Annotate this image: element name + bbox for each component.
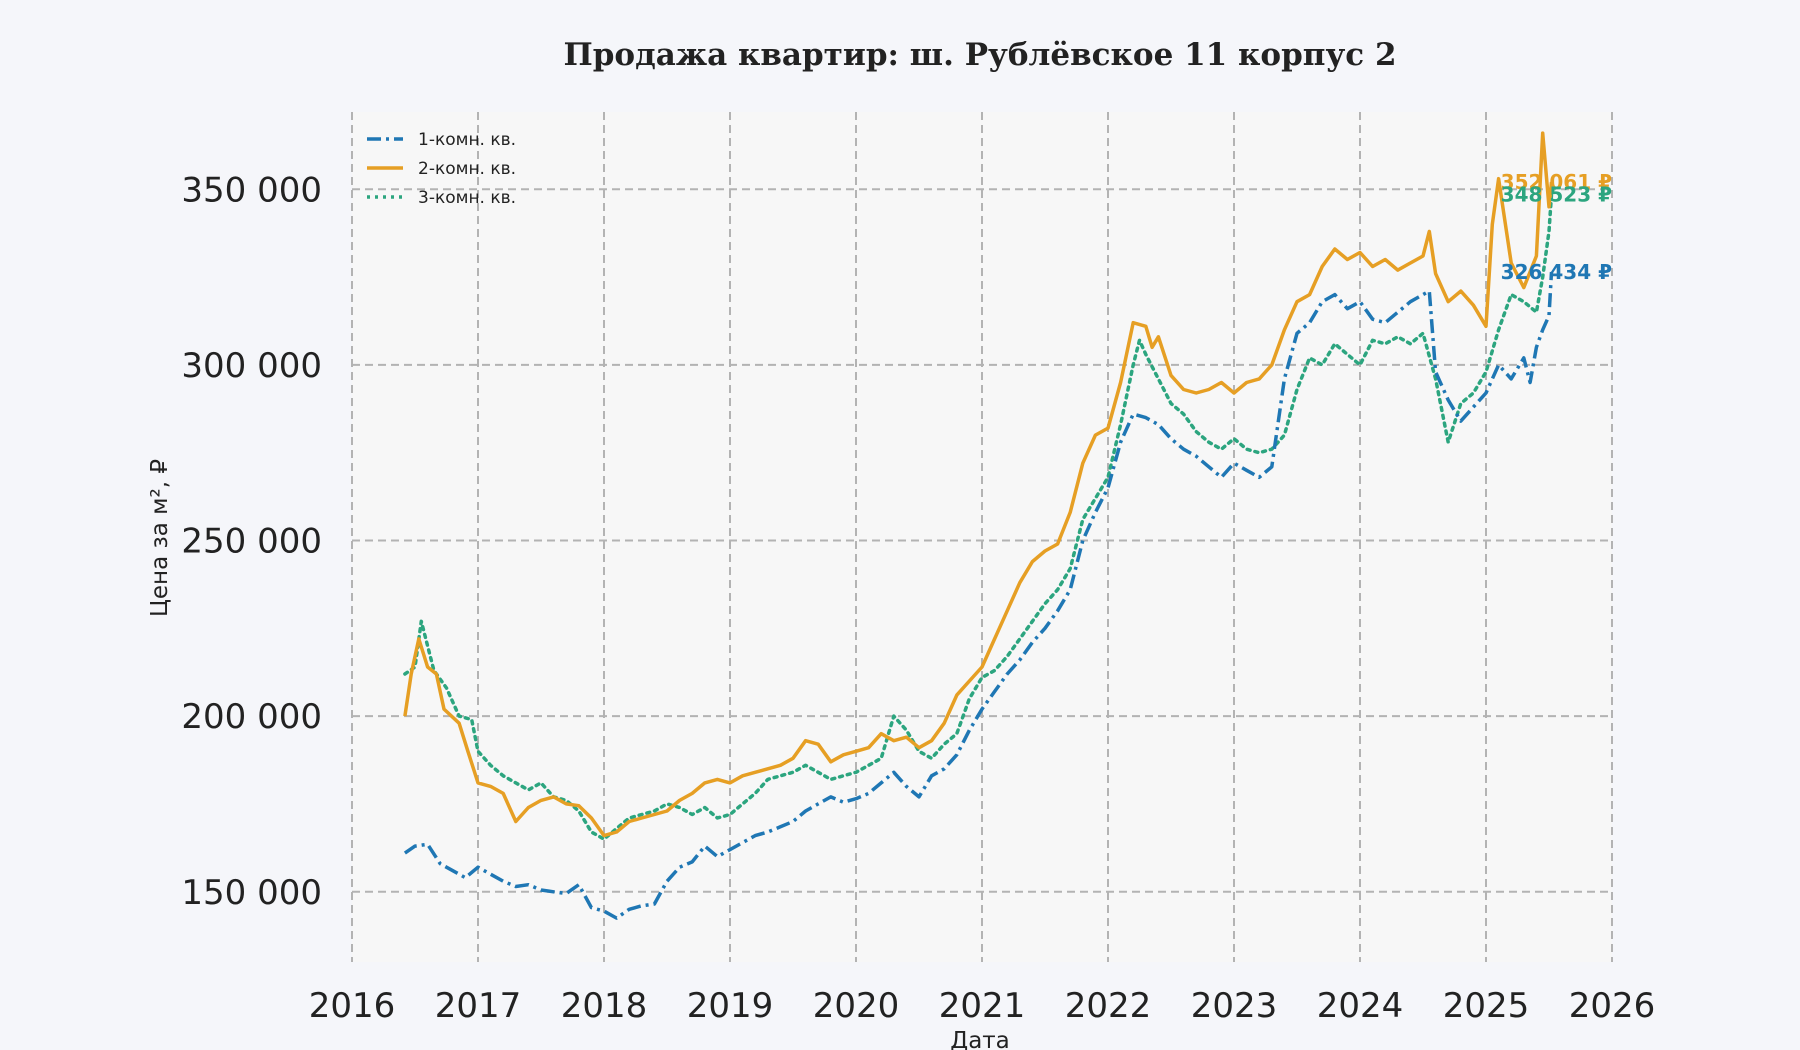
y-tick-label: 350 000 (181, 170, 322, 210)
chart-title: Продажа квартир: ш. Рублёвское 11 корпус… (563, 37, 1396, 73)
series-lines (403, 131, 1554, 920)
legend-label: 1-комн. кв. (418, 130, 516, 150)
series-line-3 (403, 192, 1554, 841)
x-tick-label: 2023 (1191, 986, 1278, 1026)
legend-label: 3-комн. кв. (418, 188, 516, 208)
x-tick-label: 2018 (561, 986, 648, 1026)
y-axis-label: Цена за м², ₽ (147, 459, 173, 617)
end-value-label: 352 061 ₽ (1501, 170, 1612, 194)
x-tick-label: 2025 (1443, 986, 1530, 1026)
x-axis-label: Дата (950, 1028, 1010, 1050)
x-tick-label: 2022 (1065, 986, 1152, 1026)
legend-label: 2-комн. кв. (418, 159, 516, 179)
y-tick-label: 300 000 (181, 346, 322, 386)
end-value-label: 326 434 ₽ (1501, 260, 1612, 284)
axis-ticks: 2016 2017 2018 2019 2020 2021 2022 2023 2024 2025… (181, 170, 1655, 1026)
y-tick-label: 150 000 (181, 873, 322, 913)
legend: 1-комн. кв. 2-комн. кв. 3-комн. кв. (367, 130, 516, 208)
y-tick-label: 250 000 (181, 522, 322, 562)
grid (351, 112, 1613, 962)
x-tick-label: 2020 (813, 986, 900, 1026)
x-tick-label: 2019 (687, 986, 774, 1026)
x-tick-label: 2016 (309, 986, 396, 1026)
end-value-label: 348 523 ₽ (1501, 182, 1612, 206)
x-tick-label: 2021 (939, 986, 1026, 1026)
end-labels: 326 434 ₽ 352 061 ₽348 523 ₽ (1501, 170, 1612, 284)
x-tick-label: 2017 (435, 986, 522, 1026)
x-tick-label: 2024 (1317, 986, 1404, 1026)
series-line-2 (403, 131, 1554, 838)
y-tick-label: 200 000 (181, 697, 322, 737)
x-tick-label: 2026 (1569, 986, 1656, 1026)
